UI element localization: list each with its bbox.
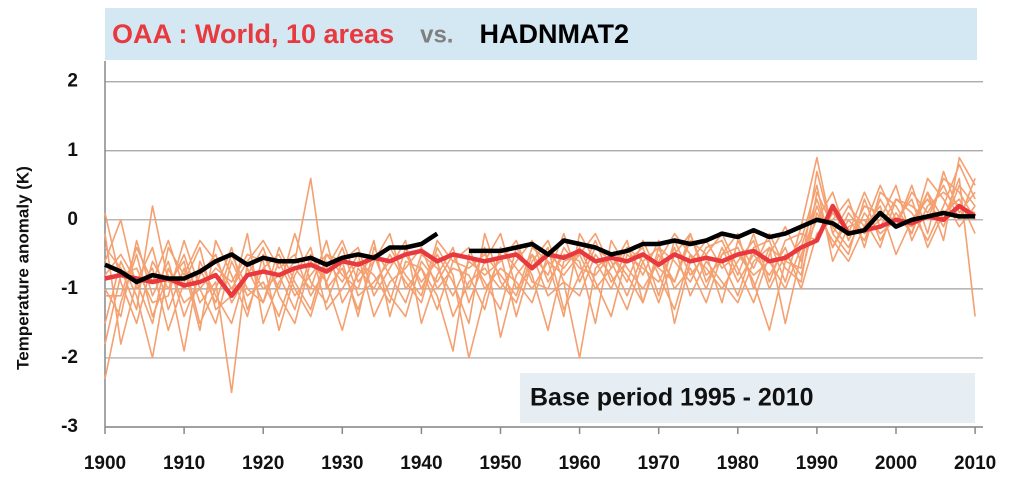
x-tick-label: 1900 (84, 453, 126, 474)
area-line (104, 184, 976, 325)
x-tick-label: 1970 (638, 453, 680, 474)
area-line (104, 177, 976, 332)
x-tick-label: 1950 (479, 453, 521, 474)
y-tick-label: 1 (67, 140, 78, 161)
x-tick-label: 1990 (796, 453, 838, 474)
series-line (104, 203, 977, 299)
x-tick-label: 1920 (242, 453, 284, 474)
series-line (104, 210, 976, 285)
x-tick-label: 1930 (321, 453, 363, 474)
annotation-box (520, 373, 975, 423)
x-tick-label: 1960 (558, 453, 600, 474)
y-tick-label: -1 (61, 278, 78, 299)
x-tick-label: 2010 (954, 453, 996, 474)
title-box (105, 8, 977, 60)
y-axis-label: Temperature anomaly (K) (13, 166, 32, 370)
y-tick-label: 2 (67, 71, 78, 92)
annotation: Base period 1995 - 2010 (530, 384, 814, 412)
area-line (104, 156, 976, 325)
area-line (105, 177, 976, 318)
y-tick-label: 0 (67, 209, 78, 230)
x-tick-label: 1910 (163, 453, 205, 474)
area-line (104, 184, 976, 359)
x-tick-label: 2000 (875, 453, 917, 474)
x-tick-label: 1980 (717, 453, 759, 474)
legend-joiner: vs. (420, 21, 453, 48)
grid: -3 -2 -1 0 1 2 1900 1910 1920 1930 1940 1950 1960 197… (61, 61, 996, 474)
y-tick-label: -3 (61, 416, 78, 437)
y-tick-label: -2 (61, 347, 78, 368)
x-tick-label: 1940 (400, 453, 442, 474)
legend-entry: OAA : World, 10 areas (112, 19, 394, 49)
legend-entry: HADNMAT2 (479, 19, 629, 49)
plot-area (104, 156, 977, 394)
